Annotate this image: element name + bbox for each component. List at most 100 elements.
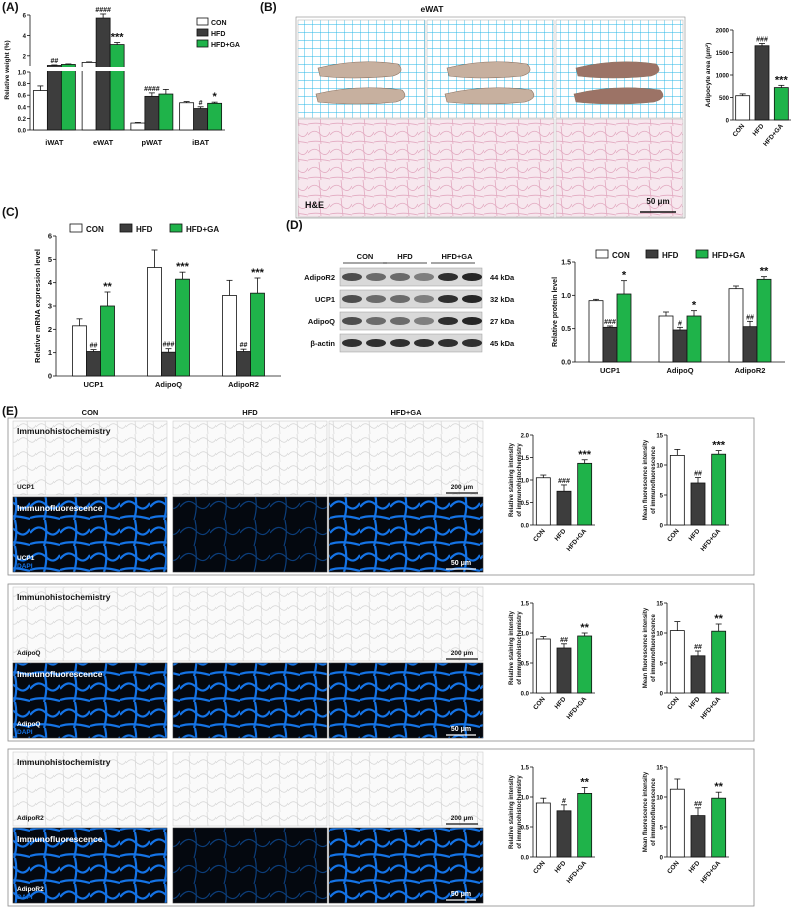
E3a-sig: ** [580, 776, 589, 788]
B-xlabel: HFD [752, 123, 766, 138]
E1a-sig: *** [578, 449, 592, 461]
C-legend-swatch-0 [69, 223, 83, 233]
E-if-image [328, 662, 484, 739]
A-ytick-label: 4 [23, 34, 27, 40]
E-if-marker: AdipoR2 [17, 886, 44, 893]
E3b-ytick-label: 10 [656, 796, 663, 802]
D-wb-protein: UCP1 [315, 295, 335, 304]
D-wb-band [414, 317, 434, 325]
A-ylabel: Relative weight (%) [4, 40, 11, 99]
D-wb-kda: 44 kDa [490, 273, 515, 282]
E3a-bar [556, 810, 572, 858]
B-xlabel: CON [732, 123, 747, 139]
A-legend-swatch-0 [196, 17, 209, 26]
D-sig: # [678, 320, 682, 327]
E-block-frame [7, 583, 755, 742]
D-wb-group: CON [357, 252, 374, 261]
B-sig: *** [775, 74, 789, 86]
D-wb-band [342, 295, 362, 303]
C-ytick-label: 5 [48, 255, 52, 264]
D-wb-group: HFD [397, 252, 413, 261]
E1b-bar [711, 453, 727, 526]
C-sig: *** [251, 267, 265, 279]
D-bar [658, 315, 674, 363]
D-legend-swatch-2 [695, 249, 709, 259]
A-legend-label-0: CON [211, 20, 227, 27]
D-wb-band [414, 295, 434, 303]
C-legend-swatch-1 [119, 223, 133, 233]
E3b-bar [690, 815, 706, 858]
E3b-ytick-label: 0 [660, 856, 664, 862]
E1b-ytick-label: 0 [660, 524, 664, 530]
E1b-xlabel: HFD [688, 528, 702, 543]
E-block-frame [7, 748, 755, 907]
A-legend-swatch-2 [196, 39, 209, 48]
E-ihc-label: Immunohistochemistry [17, 757, 111, 767]
D-wb-band [366, 317, 386, 325]
E3a-ytick-label: 0.5 [521, 826, 530, 832]
E2b-ylabel: Mean fluorescence intensity [643, 607, 649, 688]
panel-label-a: (A) [2, 0, 19, 14]
E2a-ylabel: Relative staining intensity [509, 610, 515, 685]
A-bar [144, 95, 160, 131]
E2b-ytick-label: 15 [656, 602, 663, 608]
B-he-image [555, 118, 684, 218]
E2a-sig: ## [560, 637, 568, 644]
D-ylabel: Relative protein level [552, 277, 559, 347]
D-legend-swatch-1 [645, 249, 659, 259]
A-legend-label-2: HFD+GA [211, 42, 240, 49]
E3a-xlabel: HFD+GA [566, 860, 589, 885]
E-ihc-image [328, 420, 484, 496]
E-ihc-marker: AdipoQ [17, 650, 40, 657]
E2a-xlabel: CON [532, 696, 547, 712]
A-ytick-label: 0.6 [18, 94, 27, 100]
B-bar [754, 45, 770, 121]
A-ytick-label: 1.0 [18, 71, 27, 77]
D-wb-kda: 27 kDa [490, 317, 515, 326]
A-bar [60, 64, 76, 131]
D-wb-kda: 32 kDa [490, 295, 515, 304]
E2a-bar [577, 635, 593, 694]
E-scale-200-label: 200 μm [451, 650, 474, 657]
E-if-image [328, 827, 484, 904]
E-if-image [12, 662, 168, 739]
E-if-dapi: DAPI [17, 894, 33, 901]
E3a-ytick-label: 0.0 [521, 856, 530, 862]
B-tissue [444, 87, 535, 105]
D-wb-band [342, 317, 362, 325]
E-scale-200-label: 200 μm [451, 815, 474, 822]
E-if-label: Immunofluorescence [17, 503, 103, 513]
D-xlabel: UCP1 [600, 366, 620, 375]
E1a-xlabel: HFD [554, 528, 568, 543]
C-xlabel: AdipoQ [155, 380, 182, 389]
D-wb-group: HFD+GA [441, 252, 473, 261]
E-if-dapi: DAPI [17, 729, 33, 736]
E2b-bar [669, 630, 685, 694]
panel-label-b: (B) [260, 0, 277, 14]
C-bar [72, 325, 87, 377]
E2b-ytick-label: 5 [660, 662, 664, 668]
E1b-ylabel: Mean fluorescence intensity [643, 439, 649, 520]
A-sig: # [199, 100, 203, 107]
D-bar [672, 329, 688, 363]
E3a-ylabel: of immunohistochemistry [517, 775, 523, 849]
D-bar [728, 288, 744, 363]
E-scale-200-label: 200 μm [451, 484, 474, 491]
panel-label-d: (D) [286, 218, 303, 232]
A-sig: #### [95, 7, 111, 14]
E1b-bar [669, 454, 685, 526]
C-bar [222, 295, 237, 377]
E-ihc-image [12, 751, 168, 827]
C-legend-swatch-2 [169, 223, 183, 233]
D-wb-band [414, 273, 434, 281]
E3a-xlabel: HFD [554, 860, 568, 875]
E-if-image [12, 827, 168, 904]
A-bar [46, 65, 62, 131]
D-wb-protein: AdipoQ [308, 317, 335, 326]
C-sig: ## [240, 342, 248, 349]
D-xlabel: AdipoQ [666, 366, 693, 375]
E2b-ytick-label: 0 [660, 692, 664, 698]
E-if-marker: UCP1 [17, 555, 35, 562]
E-ihc-image [172, 751, 328, 827]
E2a-sig: ** [580, 622, 589, 634]
